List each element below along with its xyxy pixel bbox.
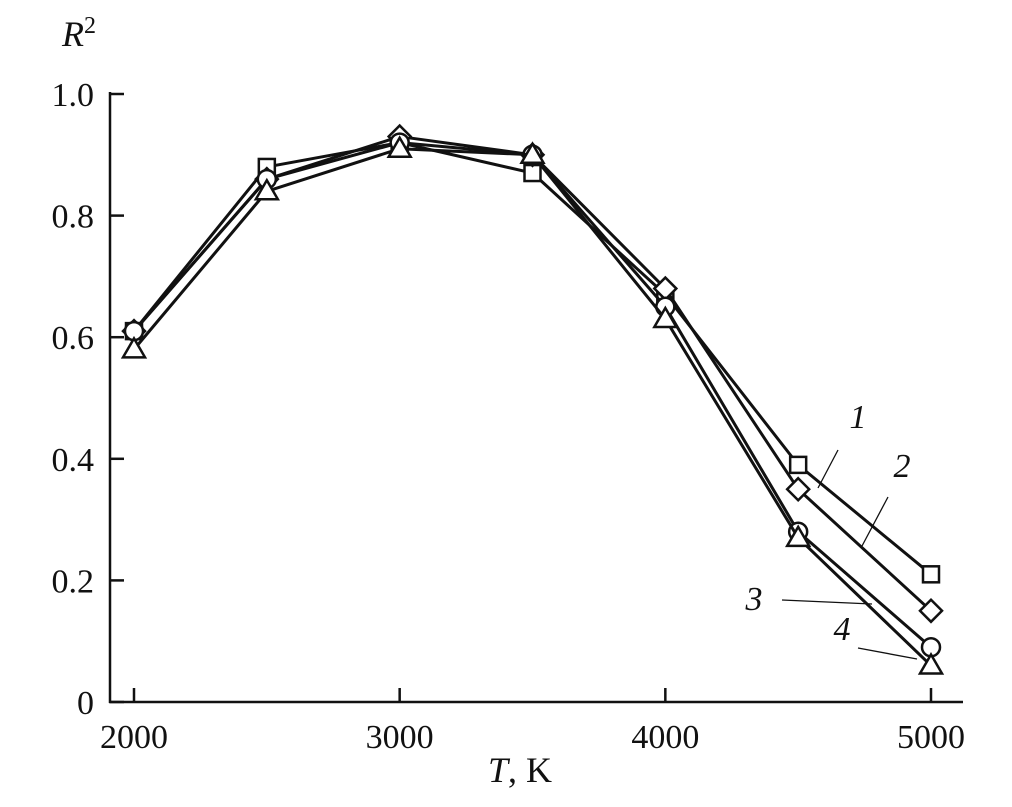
x-axis-title-var: T [488,750,511,790]
diamond-marker [918,598,944,624]
y-tick-label: 0.6 [52,320,95,357]
series-layer [120,123,945,675]
triangle-marker [784,524,812,548]
series-3 [123,132,942,658]
triangle-marker [253,177,281,201]
diamond-marker [785,476,811,502]
triangle-marker [386,135,413,158]
triangle-marker [519,141,546,165]
y-tick-label: 0.4 [52,442,95,479]
series-leader-line [857,647,918,660]
series-2 [121,123,944,624]
y-axis-title: R2 [61,13,96,54]
square-marker [921,565,941,584]
series-label: 4 [834,611,851,648]
x-axis-title: T, K [488,750,552,790]
x-axis-title-unit: , K [508,750,552,790]
y-tick-label: 1.0 [52,77,95,114]
series-line [132,147,933,667]
series-leader-line [861,496,889,547]
series-leader-line [817,449,839,489]
x-tick-label: 4000 [631,719,699,756]
axes [108,92,963,704]
y-axis-title-var: R [61,14,84,54]
series-label: 2 [894,448,911,485]
triangle-marker [652,305,679,329]
series-label: 3 [745,581,763,618]
ticks: 0 0.2 0.4 0.6 0.8 1.0 2000 3000 4000 5000 [52,77,966,756]
square-marker [788,455,808,475]
y-axis-title-sup: 2 [84,13,96,39]
triangle-marker [917,652,945,675]
y-tick-label: 0.2 [52,563,95,600]
series-leader-line [781,599,873,605]
series-labels: 12 3 4 [745,399,918,660]
x-tick-label: 3000 [366,719,434,756]
series-line [132,141,932,649]
triangle-marker [120,335,148,359]
series-label: 1 [850,399,867,436]
y-tick-label: 0.8 [52,199,95,236]
y-tick-label: 0 [77,685,94,722]
x-tick-label: 2000 [100,719,168,756]
x-tick-label: 5000 [897,719,965,756]
series-4 [120,135,945,675]
